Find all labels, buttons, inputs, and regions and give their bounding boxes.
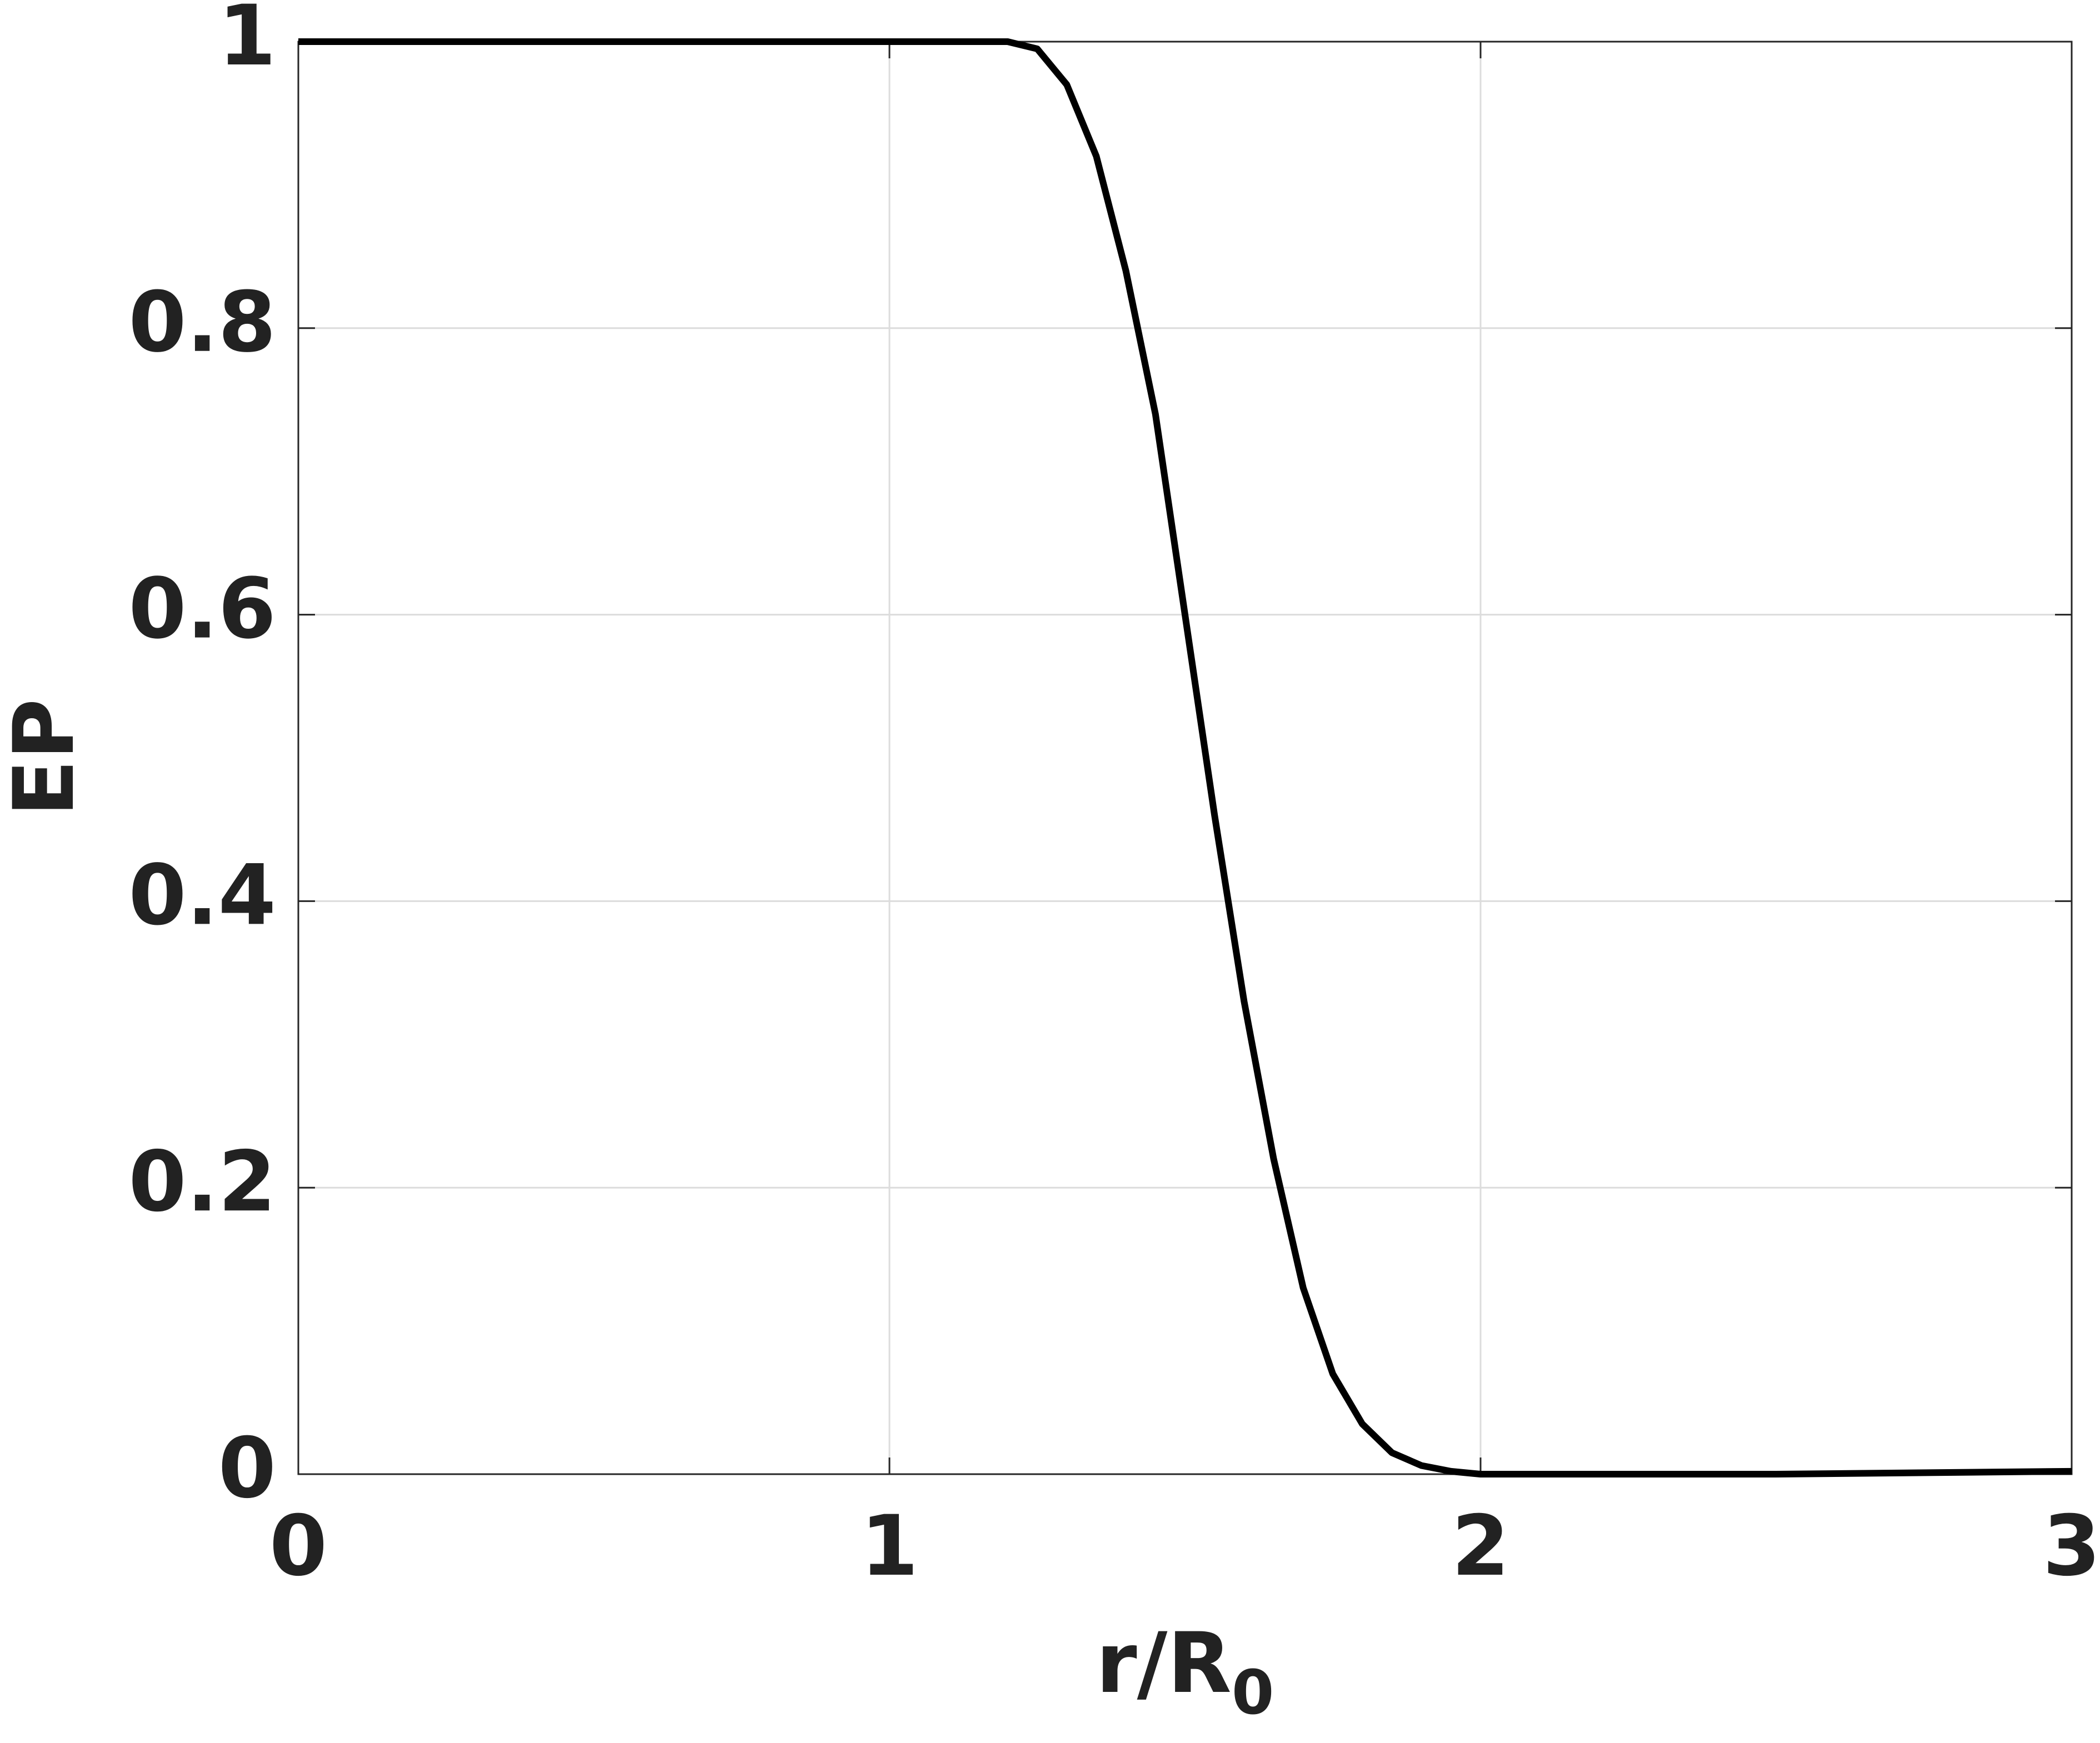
x-axis-label-subscript: 0	[1232, 1657, 1274, 1728]
y-tick-label: 1	[218, 0, 276, 84]
x-axis-label-main: r/R	[1096, 1615, 1232, 1712]
x-tick-label: 0	[269, 1498, 327, 1595]
y-tick-label: 0.4	[128, 847, 276, 944]
plot-area	[298, 42, 2072, 1474]
y-axis-label: EP	[0, 699, 93, 817]
x-tick-label: 3	[2043, 1498, 2100, 1595]
data-line	[298, 38, 2072, 1477]
x-axis-label: r/R0	[1096, 1615, 1274, 1728]
y-tick-label: 0	[218, 1420, 276, 1517]
x-tick-label: 1	[861, 1498, 918, 1595]
y-tick-label: 0.8	[128, 274, 276, 371]
axes-box	[297, 41, 2073, 1475]
y-tick-label: 0.6	[128, 561, 276, 658]
x-tick-label: 2	[1452, 1498, 1509, 1595]
y-tick-label: 0.2	[128, 1134, 276, 1230]
